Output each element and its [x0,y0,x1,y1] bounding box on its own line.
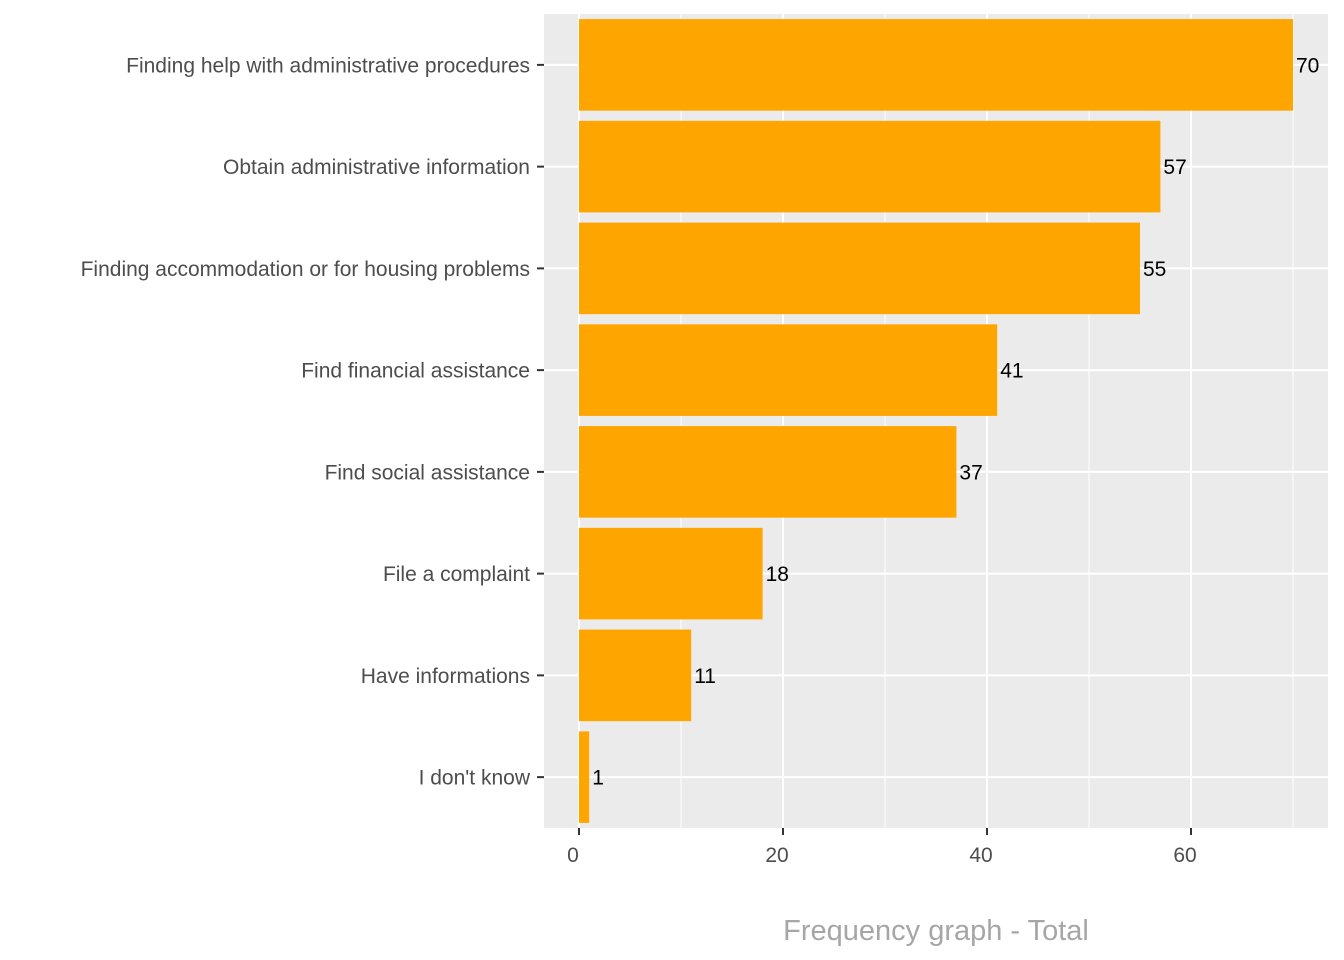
bar [579,527,763,620]
y-tick-label: Find social assistance [325,461,530,484]
y-tick-label: File a complaint [383,563,530,586]
bar [579,120,1161,213]
bar [579,324,998,416]
x-tick-label: 20 [765,844,788,867]
bars [579,19,1293,823]
bar [579,222,1140,315]
x-axis-title: Frequency graph - Total [783,915,1089,947]
bar [579,426,957,518]
data-label: 55 [1143,258,1166,281]
bar [579,19,1293,111]
y-tick-label: Finding accommodation or for housing pro… [81,258,530,281]
x-axis: 0 20 40 60 [567,828,1197,867]
x-tick-label: 60 [1173,844,1196,867]
y-tick-label: Have informations [361,665,530,688]
y-tick-label: Finding help with administrative procedu… [126,54,530,77]
y-axis: Finding help with administrative procedu… [81,54,544,790]
data-label: 1 [592,767,604,790]
x-tick-label: 40 [969,844,992,867]
data-label: 41 [1000,360,1023,383]
data-label: 11 [694,665,716,688]
data-label: 37 [959,461,982,484]
data-label: 70 [1296,54,1319,77]
bar [579,731,590,823]
y-tick-label: Obtain administrative information [223,156,530,179]
y-tick-label: Find financial assistance [301,360,530,383]
x-tick-label: 0 [567,844,579,867]
data-label: 18 [766,563,789,586]
y-tick-label: I don't know [419,767,531,790]
data-label: 57 [1163,156,1186,179]
bar [579,629,692,722]
